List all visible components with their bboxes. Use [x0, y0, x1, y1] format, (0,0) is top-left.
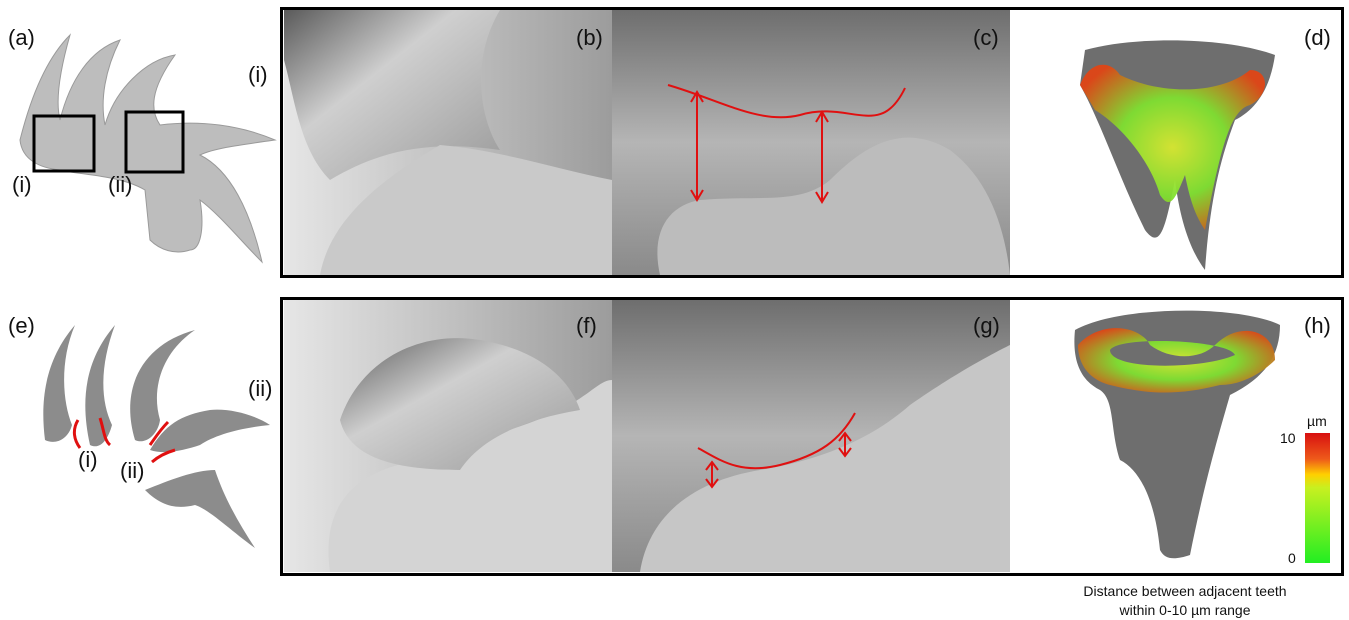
page: (a) (i) (ii) (e) (i) (ii) (i) (ii) (b) (…: [0, 0, 1349, 620]
panel-a-render: [20, 35, 275, 262]
panel-label: (c): [973, 25, 999, 50]
sub-label: (ii): [108, 172, 132, 197]
colorbar-min: 0: [1288, 550, 1296, 566]
panel-label: (a): [8, 25, 35, 50]
colorbar-max: 10: [1280, 430, 1296, 446]
row-label: (i): [248, 62, 268, 87]
sub-label: (ii): [120, 458, 144, 483]
colorbar: [1305, 433, 1330, 563]
panel-b-render: [284, 10, 612, 275]
figure: (a) (i) (ii) (e) (i) (ii) (i) (ii) (b) (…: [0, 0, 1349, 620]
panel-f-render: [284, 300, 612, 572]
panel-label: (g): [973, 313, 1000, 338]
panel-g-render: [612, 300, 1010, 572]
caption: within 0-10 µm range: [1118, 602, 1250, 618]
colorbar-unit: µm: [1307, 413, 1327, 429]
sub-label: (i): [78, 447, 98, 472]
panel-label: (d): [1304, 25, 1331, 50]
caption: Distance between adjacent teeth: [1083, 583, 1286, 599]
sub-label: (i): [12, 172, 32, 197]
panel-c-render: [612, 10, 1010, 275]
panel-label: (h): [1304, 313, 1331, 338]
panel-label: (e): [8, 313, 35, 338]
panel-label: (b): [576, 25, 603, 50]
row-label: (ii): [248, 376, 272, 401]
panel-label: (f): [576, 313, 597, 338]
